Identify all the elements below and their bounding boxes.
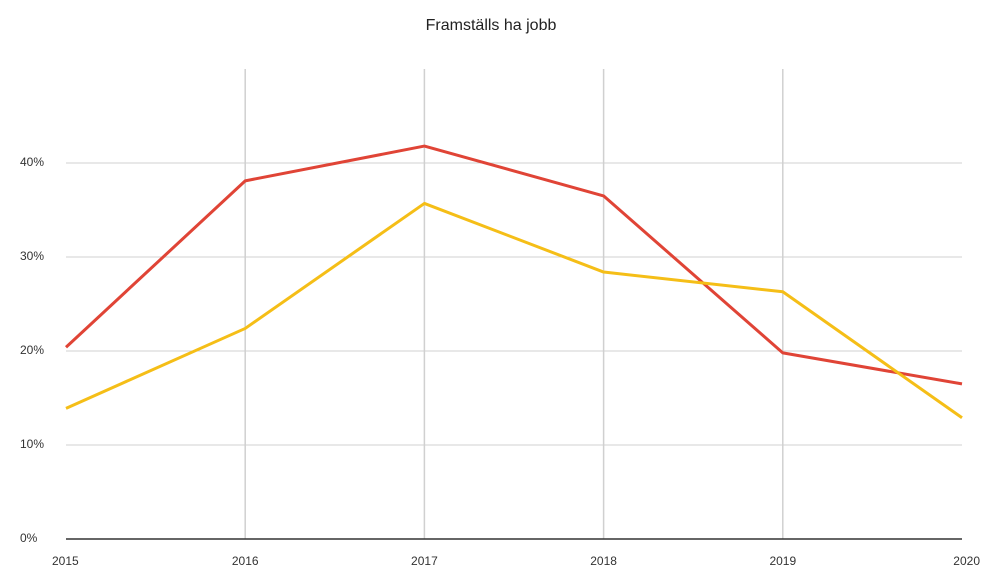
- y-tick-label: 40%: [20, 155, 44, 169]
- x-tick-label: 2016: [232, 554, 259, 568]
- x-tick-label: 2019: [769, 554, 796, 568]
- x-tick-label: 2018: [590, 554, 617, 568]
- series-line: [64, 144, 963, 386]
- y-tick-label: 20%: [20, 343, 44, 357]
- x-tick-label: 2017: [411, 554, 438, 568]
- x-tick-label: 2015: [52, 554, 79, 568]
- y-tick-label: 0%: [20, 531, 38, 545]
- y-tick-label: 30%: [20, 249, 44, 263]
- x-tick-label: 2020: [953, 554, 980, 568]
- y-tick-label: 10%: [20, 437, 44, 451]
- chart-title: Framställs ha jobb: [426, 17, 557, 34]
- series-line: [65, 201, 963, 419]
